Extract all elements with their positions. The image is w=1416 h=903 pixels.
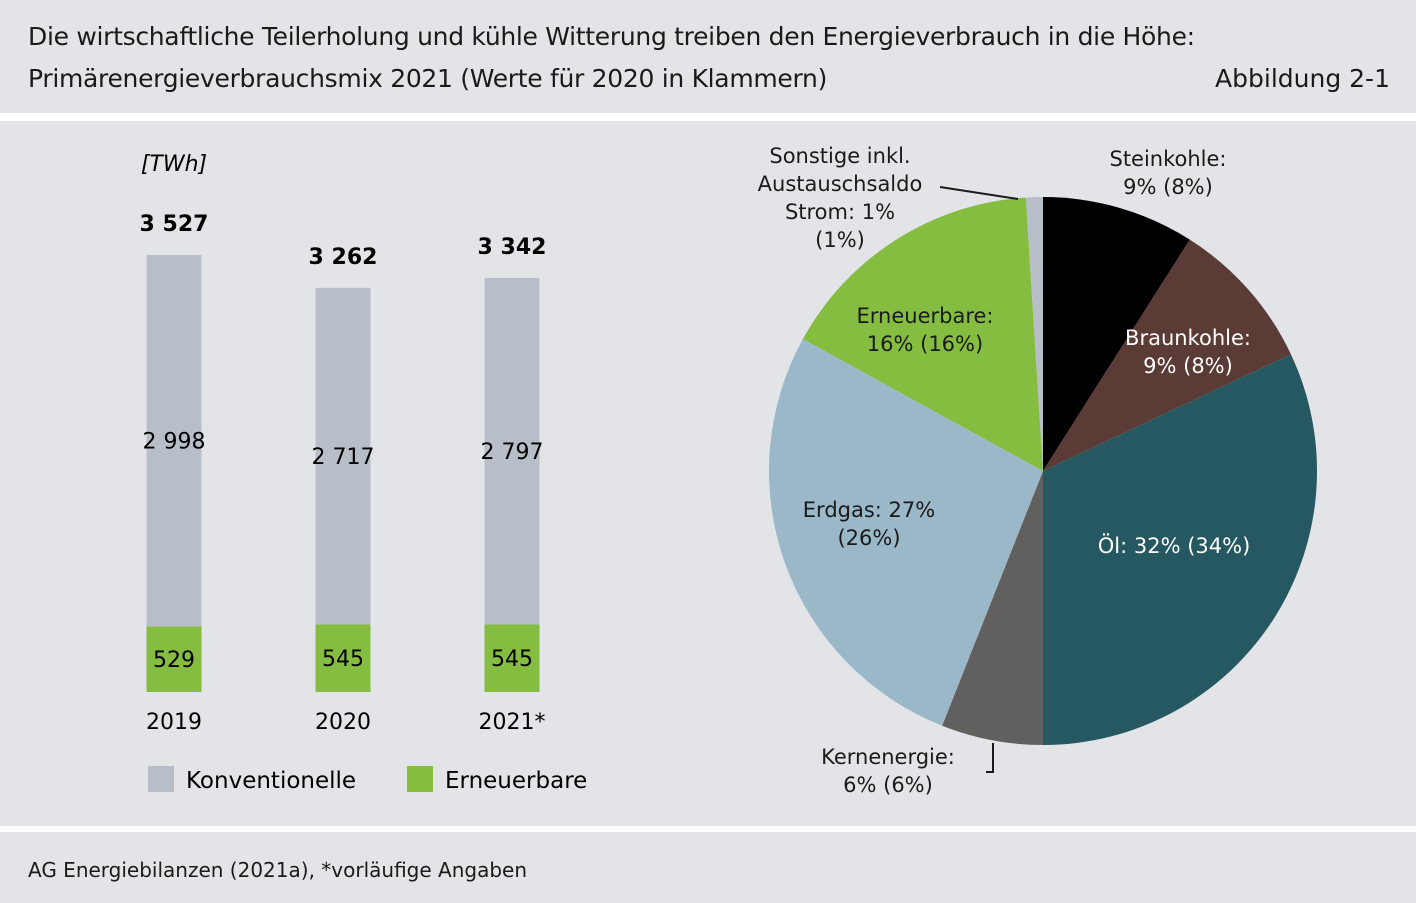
stacked-bar-chart: [TWh] 529 2 998 3 527 2019 545 2 717 3 262 2020 5…: [140, 152, 588, 794]
pie-slice-sonstige: [1025, 197, 1043, 471]
bar-total-label: 3 262: [309, 245, 378, 270]
legend-label-konventionelle: Konventionelle: [186, 768, 356, 794]
pie-label-kernenergie: 6% (6%): [843, 773, 933, 797]
pie-label-oel: Öl: 32% (34%): [1098, 533, 1251, 558]
bar-value-label-konventionelle: 2 797: [481, 440, 544, 465]
bar-value-label-erneuerbare: 545: [322, 647, 364, 672]
bar-segment-erneuerbare: [315, 624, 371, 692]
pie-label-braunkohle: 9% (8%): [1143, 354, 1233, 378]
pie-slice-kernenergie: [942, 471, 1043, 745]
leader-line-kernenergie: [986, 743, 994, 773]
bar-segment-erneuerbare: [484, 624, 540, 692]
pie-label-braunkohle: Braunkohle:: [1125, 326, 1251, 350]
pie-label-erneuerbare: 16% (16%): [867, 332, 983, 356]
source-note: AG Energiebilanzen (2021a), *vorläufige …: [28, 858, 528, 882]
bar-segment-erneuerbare: [146, 626, 202, 692]
unit-label: [TWh]: [141, 152, 207, 177]
legend-swatch-konventionelle: [148, 766, 174, 792]
pie-slice-oel: [1043, 354, 1317, 745]
leader-line-sonstige: [939, 186, 1019, 200]
pie-chart: Steinkohle: 9% (8%) Braunkohle: 9% (8%) Öl: …: [758, 144, 1317, 797]
pie-label-erneuerbare: Erneuerbare:: [857, 304, 994, 328]
pie-slice-braunkohle: [1043, 239, 1291, 471]
pie-label-sonstige: Sonstige inkl.: [769, 144, 910, 168]
pie-label-sonstige: (1%): [815, 228, 865, 252]
header-band: [0, 0, 1416, 113]
pie-label-erdgas: Erdgas: 27%: [803, 498, 935, 522]
chart-title-line-1: Die wirtschaftliche Teilerholung und küh…: [28, 22, 1195, 51]
legend-swatch-erneuerbare: [407, 766, 433, 792]
pie-label-sonstige: Austauschsaldo: [758, 172, 923, 196]
x-tick-label: 2019: [146, 710, 202, 735]
x-tick-label: 2021*: [479, 710, 546, 735]
pie-label-steinkohle: Steinkohle:: [1109, 147, 1226, 171]
bar-total-label: 3 342: [478, 235, 547, 260]
bar-value-label-konventionelle: 2 717: [312, 445, 375, 470]
pie-label-erdgas: (26%): [837, 526, 900, 550]
bar-value-label-erneuerbare: 545: [491, 647, 533, 672]
x-tick-label: 2020: [315, 710, 371, 735]
figure-label: Abbildung 2-1: [1215, 64, 1390, 93]
pie-slice-erdgas: [768, 339, 1043, 726]
pie-label-kernenergie: Kernenergie:: [821, 745, 955, 769]
bar-value-label-erneuerbare: 529: [153, 648, 195, 673]
pie-slice-steinkohle: [1043, 197, 1190, 471]
footer-band: [0, 832, 1416, 903]
bar-segment-konventionelle: [146, 255, 202, 627]
legend-label-erneuerbare: Erneuerbare: [445, 768, 587, 794]
bar-segment-konventionelle: [315, 287, 371, 625]
pie-label-steinkohle: 9% (8%): [1123, 175, 1213, 199]
bar-total-label: 3 527: [140, 212, 209, 237]
bar-value-label-konventionelle: 2 998: [143, 430, 206, 455]
pie-slice-erneuerbare: [802, 197, 1043, 471]
pie-label-sonstige: Strom: 1%: [785, 200, 895, 224]
chart-title-line-2: Primärenergieverbrauchsmix 2021 (Werte f…: [28, 64, 828, 93]
bar-segment-konventionelle: [484, 277, 540, 625]
